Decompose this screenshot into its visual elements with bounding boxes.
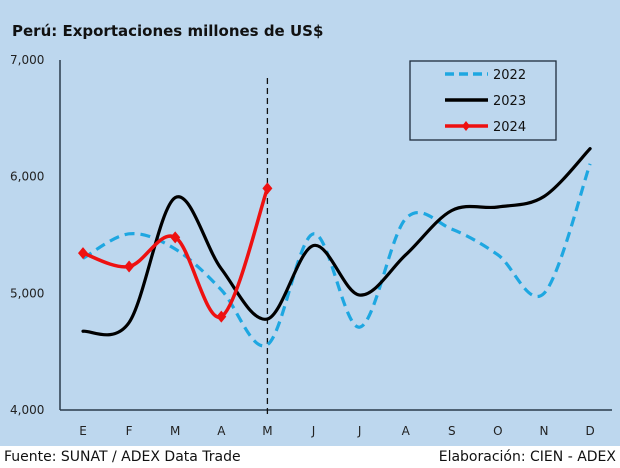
x-tick-label: F <box>126 424 133 438</box>
series-line-2024 <box>81 186 270 319</box>
data-point-2024 <box>216 310 227 323</box>
data-point-2024 <box>78 247 88 260</box>
x-tick-label: J <box>357 424 362 438</box>
credit-note: Elaboración: CIEN - ADEX <box>438 449 616 465</box>
x-tick-label: E <box>79 424 87 438</box>
x-tick-label: D <box>585 424 594 438</box>
x-tick-label: M <box>170 424 180 438</box>
y-tick-label: 6,000 <box>10 170 44 184</box>
y-tick-label: 4,000 <box>10 403 44 417</box>
data-point-2024 <box>124 260 135 273</box>
data-point-2024 <box>170 231 181 244</box>
legend-label-2024: 2024 <box>493 120 526 135</box>
source-note: Fuente: SUNAT / ADEX Data Trade <box>4 449 241 465</box>
x-tick-label: M <box>262 424 272 438</box>
x-tick-label: N <box>540 424 549 438</box>
series-layer <box>78 147 592 348</box>
y-tick-label: 5,000 <box>10 286 44 300</box>
legend-label-2023: 2023 <box>493 94 526 109</box>
x-tick-label: A <box>217 424 226 438</box>
line-chart: Perú: Exportaciones millones de US$ 4,00… <box>10 22 612 438</box>
legend: 2022 2023 2024 <box>409 60 557 141</box>
legend-marker-2024 <box>462 121 470 131</box>
x-tick-label: A <box>402 424 411 438</box>
x-tick-label: J <box>311 424 316 438</box>
series-line-2022 <box>82 163 592 348</box>
chart-area: Perú: Exportaciones millones de US$ 4,00… <box>0 0 620 446</box>
x-tick-label: S <box>448 424 456 438</box>
y-tick-label: 7,000 <box>10 53 44 67</box>
legend-label-2022: 2022 <box>493 68 526 83</box>
data-point-2024 <box>262 182 273 195</box>
x-tick-label: O <box>493 424 502 438</box>
legend-box <box>409 60 557 141</box>
series-line-2023 <box>81 147 592 337</box>
chart-title: Perú: Exportaciones millones de US$ <box>12 22 323 40</box>
axes: 4,000 5,000 6,000 7,000 E F M A M J J A S O N D <box>10 53 612 438</box>
